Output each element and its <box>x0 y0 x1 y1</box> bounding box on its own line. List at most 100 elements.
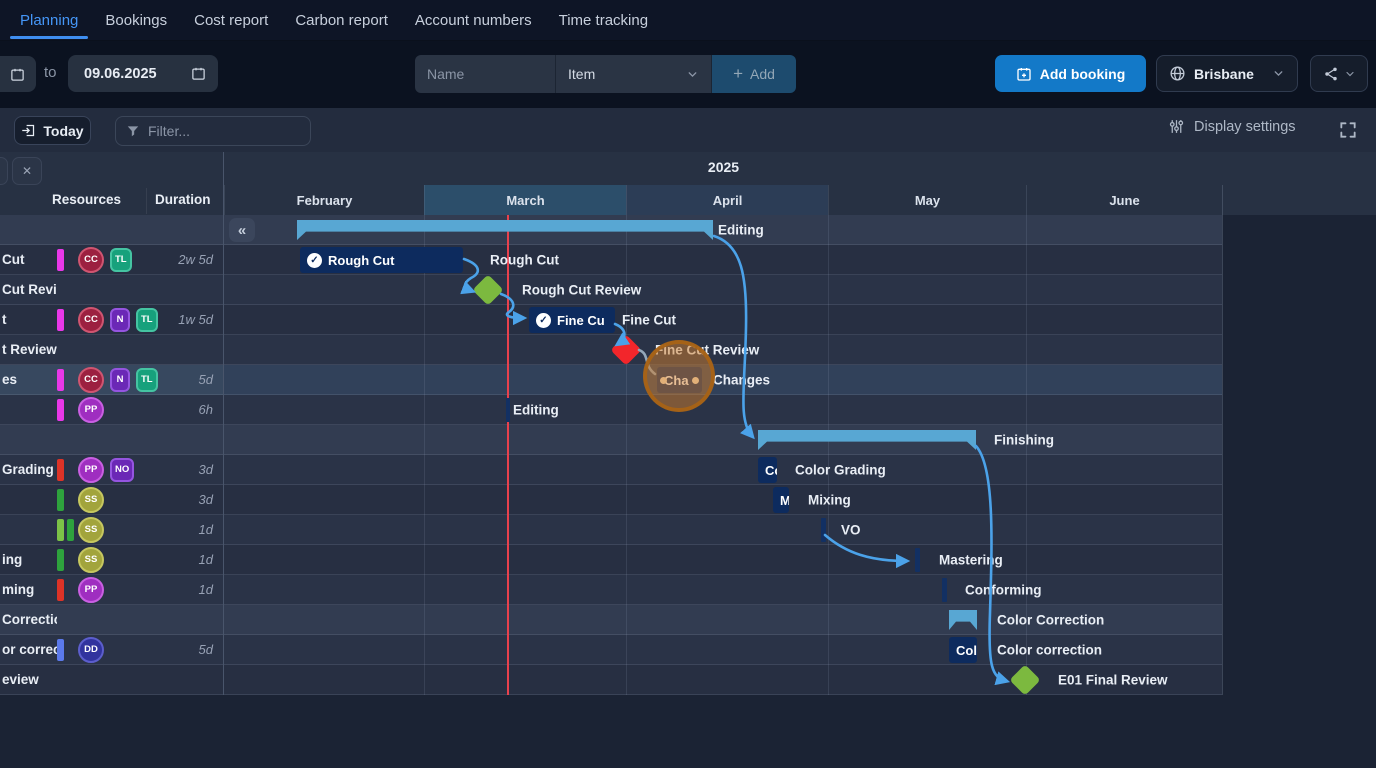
name-input[interactable] <box>415 55 556 93</box>
filter-input[interactable] <box>148 123 329 139</box>
task-row-chart-color-correction[interactable] <box>224 635 1223 665</box>
resource-badges: CC TL <box>78 246 132 273</box>
gantt-main: ✕ Resources Duration 2025 February March A… <box>0 152 1376 768</box>
gantt-bar-conforming[interactable] <box>942 578 947 602</box>
gantt-bar-rough-cut[interactable]: ✓ Rough Cut <box>300 247 463 273</box>
filter-field[interactable] <box>115 116 329 146</box>
task-row-chart-mixing[interactable] <box>224 485 1223 515</box>
gantt-bar-color-grading[interactable]: Co <box>758 457 777 483</box>
task-row-chart-vo[interactable] <box>224 515 1223 545</box>
cursor-highlight <box>643 340 715 412</box>
timeline-month-february[interactable]: February <box>224 185 424 215</box>
today-button[interactable]: Today <box>14 116 91 145</box>
end-date-value: 09.06.2025 <box>84 65 157 82</box>
display-settings-button[interactable]: Display settings <box>1168 118 1296 135</box>
task-name: eview <box>2 672 39 687</box>
task-row-left-fine-cut[interactable]: t CC N TL 1w 5d <box>0 305 223 335</box>
timeline-month-june[interactable]: June <box>1026 185 1223 215</box>
resource-badges: SS <box>78 546 104 573</box>
nav-tab-planning[interactable]: Planning <box>10 0 89 40</box>
task-row-left-conforming[interactable]: ming PP 1d <box>0 575 223 605</box>
status-strips <box>57 248 78 271</box>
task-row-chart-mastering[interactable] <box>224 545 1223 575</box>
task-name: Correctio <box>2 612 57 627</box>
bar-ext-label-mixing: Mixing <box>808 492 851 508</box>
nav-tab-cost-report[interactable]: Cost report <box>194 11 269 29</box>
resource-badges: CC N TL <box>78 366 158 393</box>
resources-column-header: Resources <box>52 192 122 207</box>
gantt-bar-vo[interactable] <box>821 518 826 542</box>
status-strip <box>67 518 74 541</box>
resource-badge-pp: PP <box>78 576 104 603</box>
fullscreen-icon[interactable] <box>1338 120 1358 140</box>
nav-tab-bookings[interactable]: Bookings <box>105 11 168 29</box>
task-row-left-rough-cut[interactable]: Cut CC TL 2w 5d <box>0 245 223 275</box>
item-select[interactable]: Item <box>556 55 712 93</box>
task-name: Cut <box>2 252 25 267</box>
filter-bar: to 09.06.2025 Item + Add Add booking Bri… <box>0 41 1376 108</box>
resource-badge-tl: TL <box>136 307 158 332</box>
task-row-left-color-correction[interactable]: or correc DD 5d <box>0 635 223 665</box>
nav-tab-account-numbers[interactable]: Account numbers <box>414 11 532 29</box>
start-date-field[interactable] <box>0 56 36 92</box>
add-button[interactable]: + Add <box>712 55 796 93</box>
task-row-chart-color-grading[interactable] <box>224 455 1223 485</box>
task-row-left-mastering[interactable]: ing SS 1d <box>0 545 223 575</box>
duration-value: 5d <box>198 642 213 657</box>
nav-tab-carbon-report[interactable]: Carbon report <box>295 11 388 29</box>
timeline-month-may[interactable]: May <box>828 185 1026 215</box>
summary-bar-editing[interactable] <box>297 220 713 240</box>
milestone-diamond-fine-cut-review[interactable] <box>610 334 642 366</box>
calendar-arrow-icon <box>22 124 35 137</box>
task-row-chart-color-correction[interactable] <box>224 605 1223 635</box>
gantt-bar-editing[interactable] <box>506 398 510 422</box>
timeline-month-april[interactable]: April <box>626 185 828 215</box>
task-name: t <box>2 312 7 327</box>
summary-bar-finishing[interactable] <box>758 430 976 450</box>
gantt-bar-color-correction[interactable]: Col <box>949 637 977 663</box>
gantt-bar-fine-cut[interactable]: ✓ Fine Cu <box>529 307 615 333</box>
display-settings-label: Display settings <box>1194 118 1296 135</box>
task-row-chart-conforming[interactable] <box>224 575 1223 605</box>
milestone-diamond-e01-final-review[interactable] <box>1009 664 1041 696</box>
task-row-chart-e01-final-review[interactable] <box>224 665 1223 695</box>
panel-chip-partial[interactable] <box>0 157 8 185</box>
gantt-bar-mastering[interactable] <box>915 548 920 572</box>
collapse-panel-icon[interactable]: « <box>229 218 255 242</box>
duration-value: 3d <box>198 492 213 507</box>
active-tab-underline <box>10 36 89 39</box>
close-icon[interactable]: ✕ <box>12 157 42 185</box>
resource-badge-dd: DD <box>78 636 104 663</box>
task-row-left-rough-cut-review[interactable]: Cut Revi <box>0 275 223 305</box>
status-strips <box>57 518 78 541</box>
date-range-to-label: to <box>44 64 57 81</box>
task-row-left-vo[interactable]: SS 1d <box>0 515 223 545</box>
end-date-field[interactable]: 09.06.2025 <box>68 55 218 92</box>
bar-ext-label-color-correction: Color correction <box>997 642 1103 658</box>
task-row-left-changes[interactable]: es CC N TL 5d <box>0 365 223 395</box>
duration-value: 1w 5d <box>178 312 213 327</box>
task-row-left-color-correction[interactable]: Correctio <box>0 605 223 635</box>
task-row-left-finishing[interactable] <box>0 425 223 455</box>
add-booking-button[interactable]: Add booking <box>995 55 1146 92</box>
gantt-bar-mixing[interactable]: M <box>773 487 789 513</box>
timeline-month-march[interactable]: March <box>424 185 626 215</box>
task-row-left-editing[interactable] <box>0 215 223 245</box>
resource-badge-cc: CC <box>78 246 104 273</box>
task-row-left-fine-cut-review[interactable]: t Review <box>0 335 223 365</box>
resource-badge-ss: SS <box>78 486 104 513</box>
task-row-left-e01-final-review[interactable]: eview <box>0 665 223 695</box>
plus-icon: + <box>733 64 743 83</box>
bar-ext-label-e01-final-review: E01 Final Review <box>1058 672 1168 688</box>
location-label: Brisbane <box>1194 65 1254 82</box>
nav-tab-time-tracking[interactable]: Time tracking <box>558 11 649 29</box>
location-dropdown[interactable]: Brisbane <box>1156 55 1298 92</box>
duration-value: 2w 5d <box>178 252 213 267</box>
task-row-left-editing[interactable]: PP 6h <box>0 395 223 425</box>
task-row-left-color-grading[interactable]: Grading PP NO 3d <box>0 455 223 485</box>
task-row-left-mixing[interactable]: SS 3d <box>0 485 223 515</box>
summary-bar-color-correction[interactable] <box>949 610 977 630</box>
share-dropdown[interactable] <box>1310 55 1368 92</box>
milestone-diamond-rough-cut-review[interactable] <box>472 274 504 306</box>
resource-badge-tl: TL <box>110 247 132 272</box>
